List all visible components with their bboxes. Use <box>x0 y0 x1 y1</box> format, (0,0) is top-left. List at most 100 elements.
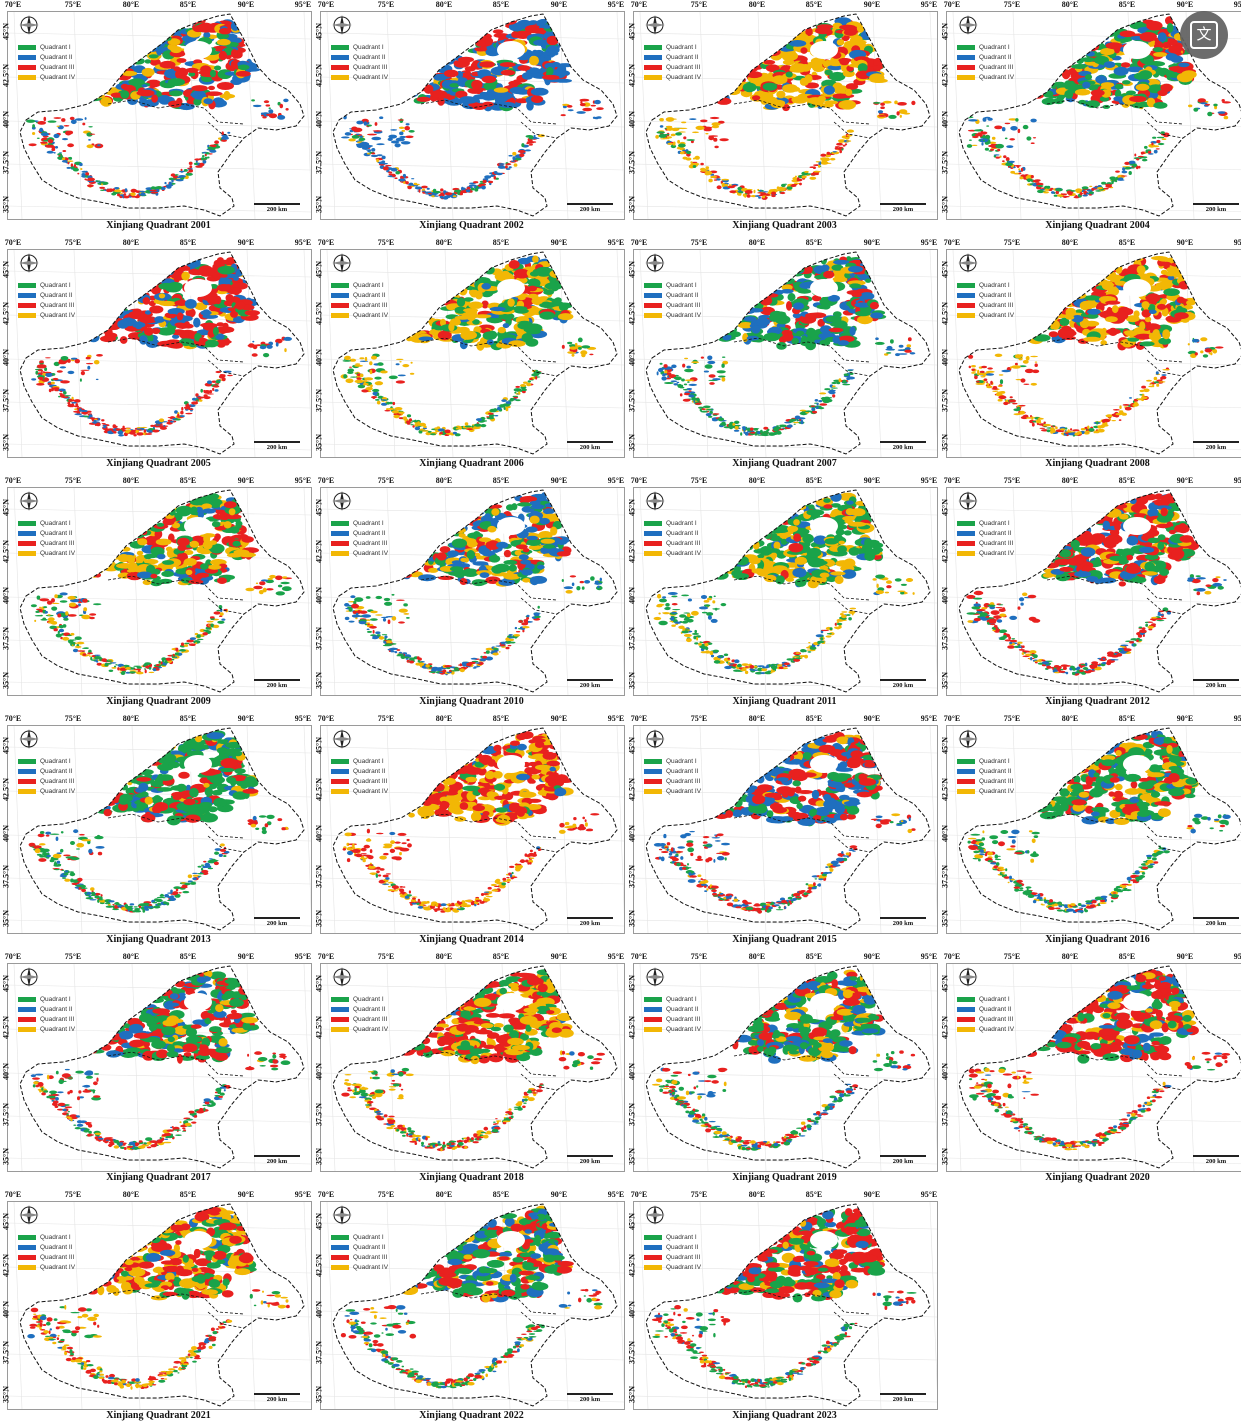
longitude-label: 80°E <box>749 476 766 486</box>
legend-label: Quadrant II <box>353 530 386 537</box>
legend-label: Quadrant I <box>979 996 1010 1003</box>
longitude-label: 85°E <box>180 1190 197 1200</box>
legend-swatch <box>957 789 975 794</box>
legend-item: Quadrant II <box>18 1242 98 1252</box>
legend-item: Quadrant IV <box>957 786 1037 796</box>
scale-bar: 200 km <box>1193 203 1241 213</box>
scale-bar: 200 km <box>880 917 930 927</box>
legend-swatch <box>957 1007 975 1012</box>
legend-item: Quadrant III <box>18 1252 98 1262</box>
legend-swatch <box>18 541 36 546</box>
legend-item: Quadrant III <box>331 300 411 310</box>
north-arrow-compass-icon <box>18 252 40 274</box>
scale-label: 200 km <box>567 920 613 927</box>
legend-label: Quadrant II <box>40 1006 73 1013</box>
legend-label: Quadrant I <box>353 44 384 51</box>
latitude-label: 40°N <box>628 108 637 132</box>
latitude-label: 37.5°N <box>2 865 11 889</box>
legend-label: Quadrant I <box>353 996 384 1003</box>
latitude-label: 42.5°N <box>2 302 11 326</box>
latitude-label: 45°N <box>2 1210 11 1234</box>
longitude-label: 90°E <box>864 714 881 724</box>
longitude-label: 70°E <box>5 714 22 724</box>
translate-button[interactable]: 文 <box>1180 11 1228 59</box>
legend-item: Quadrant III <box>644 300 724 310</box>
latitude-label: 40°N <box>2 822 11 846</box>
panel-title: Xinjiang Quadrant 2008 <box>946 457 1241 470</box>
panel-title: Xinjiang Quadrant 2015 <box>633 933 936 946</box>
longitude-label: 75°E <box>1004 238 1021 248</box>
longitude-label: 95°E <box>295 238 312 248</box>
legend-label: Quadrant III <box>979 778 1013 785</box>
legend-swatch <box>644 521 662 526</box>
legend-label: Quadrant I <box>353 520 384 527</box>
longitude-label: 95°E <box>608 1190 625 1200</box>
legend-label: Quadrant IV <box>353 550 388 557</box>
translate-glyph: 文 <box>1192 24 1216 44</box>
legend-swatch <box>957 303 975 308</box>
latitude-label: 35°N <box>628 1383 637 1407</box>
latitude-label: 42.5°N <box>315 1016 324 1040</box>
legend-swatch <box>957 45 975 50</box>
longitude-label: 85°E <box>1119 952 1136 962</box>
longitude-label: 85°E <box>806 952 823 962</box>
legend-label: Quadrant II <box>353 292 386 299</box>
scale-bar: 200 km <box>567 1393 617 1403</box>
legend-swatch <box>331 769 349 774</box>
latitude-label: 37.5°N <box>2 627 11 651</box>
legend-swatch <box>957 293 975 298</box>
legend-item: Quadrant I <box>331 756 411 766</box>
latitude-label: 40°N <box>628 1060 637 1084</box>
legend-swatch <box>644 789 662 794</box>
panel-title: Xinjiang Quadrant 2002 <box>320 219 623 232</box>
legend-item: Quadrant I <box>18 280 98 290</box>
longitude-label: 85°E <box>493 476 510 486</box>
panel-title: Xinjiang Quadrant 2003 <box>633 219 936 232</box>
legend-label: Quadrant II <box>979 1006 1012 1013</box>
legend-swatch <box>331 65 349 70</box>
legend-swatch <box>18 1017 36 1022</box>
latitude-label: 35°N <box>315 193 324 217</box>
longitude-label: 95°E <box>295 1190 312 1200</box>
legend-swatch <box>331 789 349 794</box>
legend-label: Quadrant II <box>353 1244 386 1251</box>
longitude-label: 95°E <box>295 714 312 724</box>
longitude-label: 70°E <box>5 1190 22 1200</box>
latitude-label: 35°N <box>941 431 950 455</box>
latitude-label: 40°N <box>941 1060 950 1084</box>
longitude-label: 90°E <box>238 714 255 724</box>
legend-swatch <box>331 1245 349 1250</box>
legend-item: Quadrant I <box>331 994 411 1004</box>
latitude-label: 35°N <box>2 431 11 455</box>
legend-item: Quadrant III <box>18 538 98 548</box>
latitude-label: 45°N <box>2 258 11 282</box>
legend-item: Quadrant I <box>957 994 1037 1004</box>
legend-label: Quadrant IV <box>666 312 701 319</box>
legend-item: Quadrant II <box>644 766 724 776</box>
legend-label: Quadrant IV <box>979 312 1014 319</box>
legend-label: Quadrant I <box>979 44 1010 51</box>
latitude-label: 35°N <box>941 1145 950 1169</box>
legend-label: Quadrant II <box>979 768 1012 775</box>
legend-item: Quadrant IV <box>644 548 724 558</box>
legend-swatch <box>957 283 975 288</box>
legend-label: Quadrant III <box>353 540 387 547</box>
legend-swatch <box>331 283 349 288</box>
legend-item: Quadrant I <box>331 42 411 52</box>
longitude-label: 85°E <box>1119 238 1136 248</box>
longitude-label: 90°E <box>238 476 255 486</box>
legend-label: Quadrant III <box>353 64 387 71</box>
panel-title: Xinjiang Quadrant 2004 <box>946 219 1241 232</box>
legend-item: Quadrant II <box>957 528 1037 538</box>
scale-label: 200 km <box>567 682 613 689</box>
latitude-label: 45°N <box>628 496 637 520</box>
longitude-label: 95°E <box>921 476 938 486</box>
longitude-label: 90°E <box>864 1190 881 1200</box>
